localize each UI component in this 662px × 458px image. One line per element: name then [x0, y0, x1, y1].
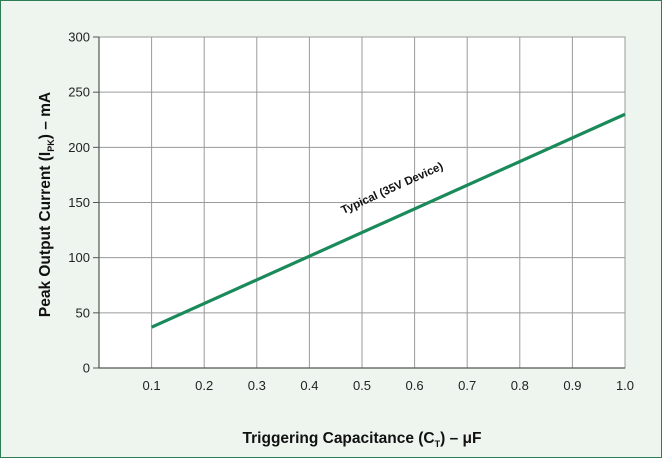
y-axis-title-main: Peak Output Current (I [37, 152, 54, 317]
series-layer [150, 112, 626, 329]
y-tick-label: 100 [68, 250, 90, 265]
x-tick-label: 0.5 [353, 378, 371, 393]
y-axis-title: Peak Output Current (IPK) – mA [37, 92, 56, 317]
y-tick-label: 150 [68, 195, 90, 210]
y-tick-labels: 0 50 100 150 200 250 300 [68, 30, 90, 376]
y-axis-title-after: ) – mA [37, 92, 54, 139]
x-tick-label: 0.9 [563, 378, 581, 393]
x-tick-label: 0.4 [300, 378, 318, 393]
x-tick-label: 0.6 [406, 378, 424, 393]
x-tick-label: 1.0 [616, 378, 634, 393]
x-axis-title-after: ) – μF [440, 430, 481, 447]
x-axis-title: Triggering Capacitance (CT) – μF [243, 430, 482, 449]
y-tick-label: 0 [83, 361, 90, 376]
y-axis-title-subscript: PK [46, 139, 56, 152]
x-tick-label: 0.7 [458, 378, 476, 393]
x-tick-labels: 0.1 0.2 0.3 0.4 0.5 0.6 0.7 0.8 0.9 1.0 [143, 378, 634, 393]
axes [93, 36, 625, 369]
y-tick-label: 300 [68, 30, 90, 45]
x-tick-label: 0.2 [195, 378, 213, 393]
y-tick-label: 50 [76, 305, 90, 320]
x-tick-label: 0.3 [248, 378, 266, 393]
x-axis-title-main: Triggering Capacitance (C [243, 430, 435, 447]
x-axis-title-subscript: T [435, 439, 441, 449]
y-tick-label: 200 [68, 140, 90, 155]
series-line [150, 112, 626, 329]
y-tick-label: 250 [68, 85, 90, 100]
x-tick-label: 0.1 [143, 378, 161, 393]
x-tick-label: 0.8 [511, 378, 529, 393]
